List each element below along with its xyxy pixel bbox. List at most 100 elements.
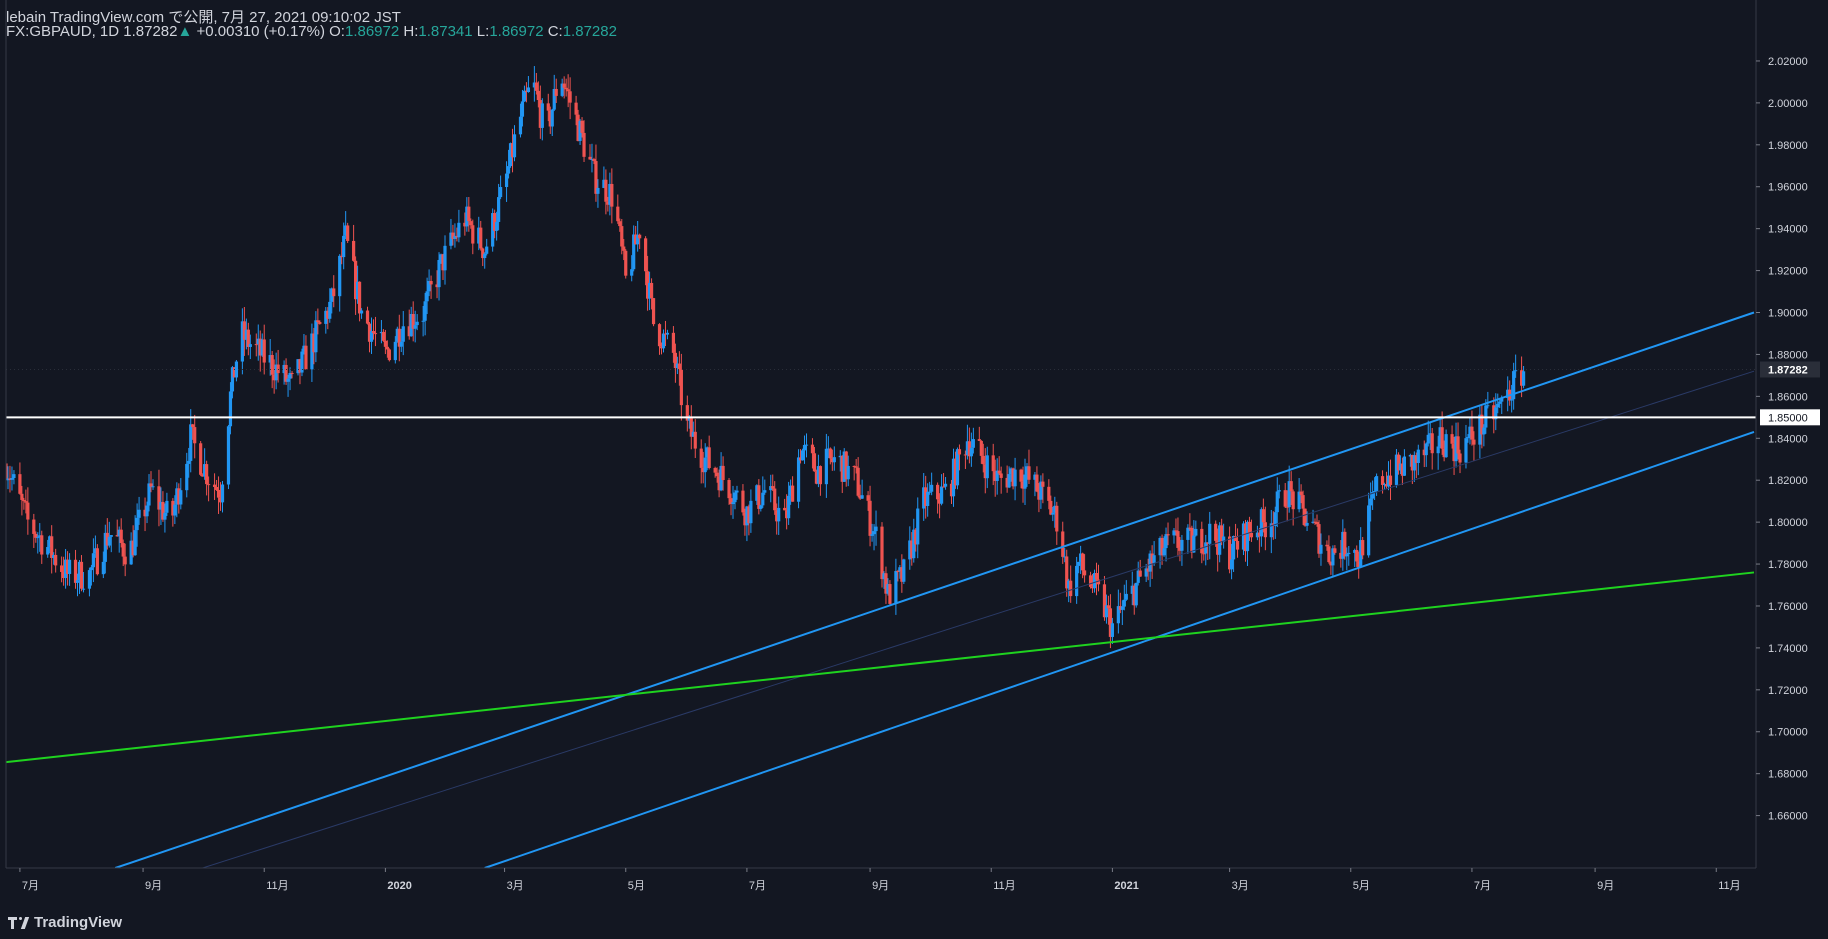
candle [427, 269, 431, 297]
candle [596, 179, 600, 208]
candle [479, 220, 483, 251]
candle-body [1444, 434, 1448, 458]
candle-body [1110, 623, 1115, 637]
candle [1456, 422, 1460, 460]
candle [1353, 548, 1357, 568]
candle-body [1188, 527, 1192, 529]
candle [1464, 424, 1468, 469]
candle [1130, 571, 1134, 606]
candle-body [675, 363, 679, 369]
candle-body [826, 448, 830, 450]
candle-body [240, 321, 244, 362]
candle-body [963, 454, 968, 456]
candle [1229, 543, 1234, 580]
candle [685, 395, 689, 432]
candle-body [995, 470, 999, 481]
candle [117, 526, 121, 553]
candle [119, 518, 123, 548]
candle [562, 76, 566, 99]
candle-body [1178, 547, 1182, 551]
candle [951, 448, 956, 507]
candle [1172, 528, 1176, 544]
candle-body [592, 159, 596, 162]
candle [995, 458, 999, 495]
candle-body [1069, 580, 1073, 597]
candle [1339, 540, 1343, 568]
candle-body [1472, 439, 1476, 445]
candle [1106, 595, 1111, 625]
symbol-label[interactable]: FX:GBPAUD, 1D [6, 23, 120, 40]
candle-body [943, 483, 948, 487]
candle [771, 474, 775, 492]
candle [963, 450, 968, 469]
candle-body [1007, 474, 1011, 488]
candle-body [1261, 509, 1265, 523]
candle-body [997, 470, 1001, 474]
candle [60, 556, 64, 583]
high-label: H: [403, 23, 419, 40]
candle-body [510, 143, 515, 158]
candle [397, 314, 401, 362]
candle [1255, 525, 1260, 541]
candle [526, 76, 531, 93]
candle-body [326, 310, 330, 319]
candle [1162, 536, 1166, 557]
candle-body [663, 333, 668, 335]
trendline-long-term[interactable] [6, 571, 1755, 764]
tradingview-watermark[interactable]: TradingView [8, 914, 122, 931]
candle-body [151, 486, 155, 488]
candle-body [574, 102, 578, 115]
candle [689, 405, 693, 450]
candle [691, 421, 695, 437]
candle [1299, 484, 1303, 504]
candle-body [999, 473, 1003, 478]
candle [1194, 520, 1198, 537]
candle-body [270, 355, 274, 375]
candle-body [971, 439, 975, 448]
candle [36, 532, 40, 554]
y-tick-label: 1.76000 [1768, 601, 1808, 613]
candle-body [1438, 427, 1442, 447]
candle-body [622, 246, 626, 251]
candle-body [912, 529, 916, 559]
candle-body [1458, 453, 1462, 463]
candle-body [373, 333, 378, 335]
trendline-channel-lower[interactable] [484, 431, 1755, 868]
candle-body [1037, 491, 1041, 500]
candle [743, 508, 747, 536]
candle [201, 473, 205, 477]
candle [387, 348, 391, 362]
candle-body [429, 281, 433, 285]
candle-body [6, 478, 10, 481]
candle-body [143, 509, 147, 517]
candle [401, 311, 405, 356]
candle-body [137, 509, 141, 518]
candle [81, 571, 86, 593]
y-tick-label: 1.70000 [1768, 727, 1808, 739]
candle [137, 496, 141, 525]
candle-body [657, 324, 662, 347]
candle-body [1172, 530, 1176, 536]
candle [121, 539, 125, 567]
candle [465, 197, 469, 232]
candle-body [749, 500, 753, 524]
candle [818, 465, 823, 496]
support-price-tag [1760, 409, 1820, 426]
candle [1430, 428, 1434, 470]
candle-body [18, 474, 22, 494]
candle [26, 487, 30, 535]
trendline-channel-upper[interactable] [114, 311, 1755, 868]
candle-body [1327, 546, 1331, 563]
candle [1150, 545, 1154, 579]
candle-body [618, 221, 622, 227]
candle [415, 314, 419, 331]
candle [284, 358, 288, 385]
candle [1009, 467, 1013, 482]
candle [721, 456, 725, 491]
candle [999, 466, 1003, 494]
candle-body [536, 90, 540, 101]
candle-body [580, 120, 584, 133]
candle [1269, 509, 1273, 554]
candle-body [262, 339, 266, 363]
